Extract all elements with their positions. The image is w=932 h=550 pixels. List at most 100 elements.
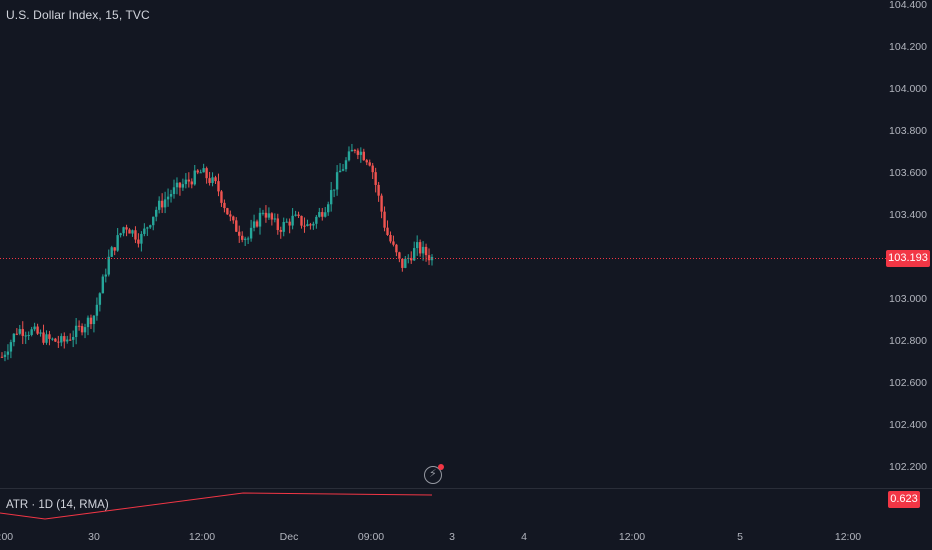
candle-down	[365, 160, 368, 163]
candle-up	[95, 304, 99, 316]
candle-up	[74, 325, 78, 337]
candle-down	[300, 215, 303, 226]
atr-value-label: 0.623	[888, 491, 920, 508]
candle-down	[89, 317, 93, 325]
y-tick-label: 102.600	[889, 377, 927, 389]
candle-up	[338, 170, 342, 173]
candle-down	[214, 177, 217, 182]
candle-up	[273, 218, 277, 220]
candle-down	[205, 168, 208, 179]
candle-up	[344, 160, 348, 170]
candle-up	[415, 242, 419, 249]
candle-down	[380, 195, 383, 212]
candle-up	[140, 233, 143, 244]
x-tick-label: 4	[521, 531, 527, 543]
candle-down	[288, 221, 291, 226]
y-tick-label: 104.000	[889, 83, 927, 95]
candle-down	[57, 341, 60, 343]
candle-up	[172, 187, 176, 194]
candle-down	[401, 258, 404, 268]
candle-up	[421, 246, 425, 254]
candle-up	[110, 247, 113, 257]
candle-up	[359, 151, 363, 155]
candle-down	[424, 246, 428, 256]
candle-up	[413, 248, 416, 261]
last-price-label: 103.193	[886, 250, 930, 267]
candle-up	[341, 169, 345, 171]
candle-down	[217, 181, 220, 192]
candle-up	[291, 215, 294, 226]
candle-down	[410, 257, 413, 261]
time-axis[interactable]: 12:00 30 12:00 Dec 09:00 3 4 12:00 5 12:00	[0, 531, 861, 543]
candle-down	[235, 220, 238, 232]
y-tick-label: 103.400	[889, 209, 927, 221]
candle-down	[226, 208, 229, 215]
candle-up	[39, 332, 42, 334]
candle-down	[42, 332, 45, 343]
lightning-bolt-icon[interactable]: ⚡	[424, 464, 444, 484]
candle-up	[249, 227, 253, 239]
y-tick-label: 102.200	[889, 461, 927, 473]
candle-up	[152, 216, 155, 226]
candle-down	[134, 230, 137, 240]
y-tick-label: 102.800	[889, 335, 927, 347]
candle-down	[264, 212, 268, 218]
candle-up	[66, 339, 69, 342]
y-tick-label: 102.400	[889, 419, 927, 431]
y-tick-label: 103.600	[889, 167, 927, 179]
candle-up	[3, 354, 7, 357]
candle-down	[276, 218, 279, 230]
candle-up	[86, 317, 90, 328]
candle-down	[255, 221, 259, 227]
candle-up	[104, 274, 107, 277]
candle-up	[51, 338, 54, 340]
x-tick-label: 12:00	[835, 531, 861, 543]
candle-down	[220, 191, 223, 203]
candle-up	[184, 179, 188, 185]
atr-indicator-label[interactable]: ATR · 1D (14, RMA)	[6, 499, 109, 511]
candle-down	[279, 229, 282, 232]
candle-up	[6, 351, 10, 355]
candle-up	[246, 238, 250, 240]
candle-down	[368, 162, 371, 166]
candle-up	[285, 221, 288, 223]
y-tick-label: 104.200	[889, 41, 927, 53]
x-tick-label: 3	[449, 531, 455, 543]
candle-down	[427, 255, 431, 261]
candle-down	[128, 229, 131, 234]
candle-up	[350, 149, 354, 152]
candle-up	[261, 212, 265, 214]
candle-down	[356, 150, 360, 155]
candle-up	[166, 196, 170, 200]
candle-down	[113, 247, 116, 251]
candle-down	[383, 211, 386, 228]
candle-up	[267, 213, 271, 218]
candle-up	[18, 329, 21, 334]
candle-down	[321, 212, 324, 217]
candle-up	[318, 212, 321, 217]
price-axis[interactable]: 104.400 104.200 104.000 103.800 103.600 103.4…	[889, 0, 927, 473]
candle-down	[232, 216, 235, 221]
candle-up	[149, 225, 152, 228]
x-tick-label: 5	[737, 531, 743, 543]
candle-down	[398, 252, 401, 259]
candle-up	[45, 334, 48, 343]
candle-up	[404, 258, 407, 268]
candle-up	[181, 184, 185, 188]
candle-up	[107, 256, 110, 275]
candle-down	[15, 333, 19, 335]
candle-down	[63, 336, 66, 342]
candle-up	[12, 333, 16, 343]
candle-down	[303, 225, 306, 227]
candle-down	[21, 329, 24, 336]
candle-up	[157, 200, 161, 210]
candle-up	[211, 177, 214, 183]
candle-down	[374, 172, 377, 185]
candle-down	[270, 213, 274, 220]
candle-up	[312, 223, 315, 226]
candle-down	[36, 326, 39, 334]
candle-up	[327, 204, 330, 213]
candle-up	[116, 235, 119, 251]
candle-up	[335, 172, 339, 190]
